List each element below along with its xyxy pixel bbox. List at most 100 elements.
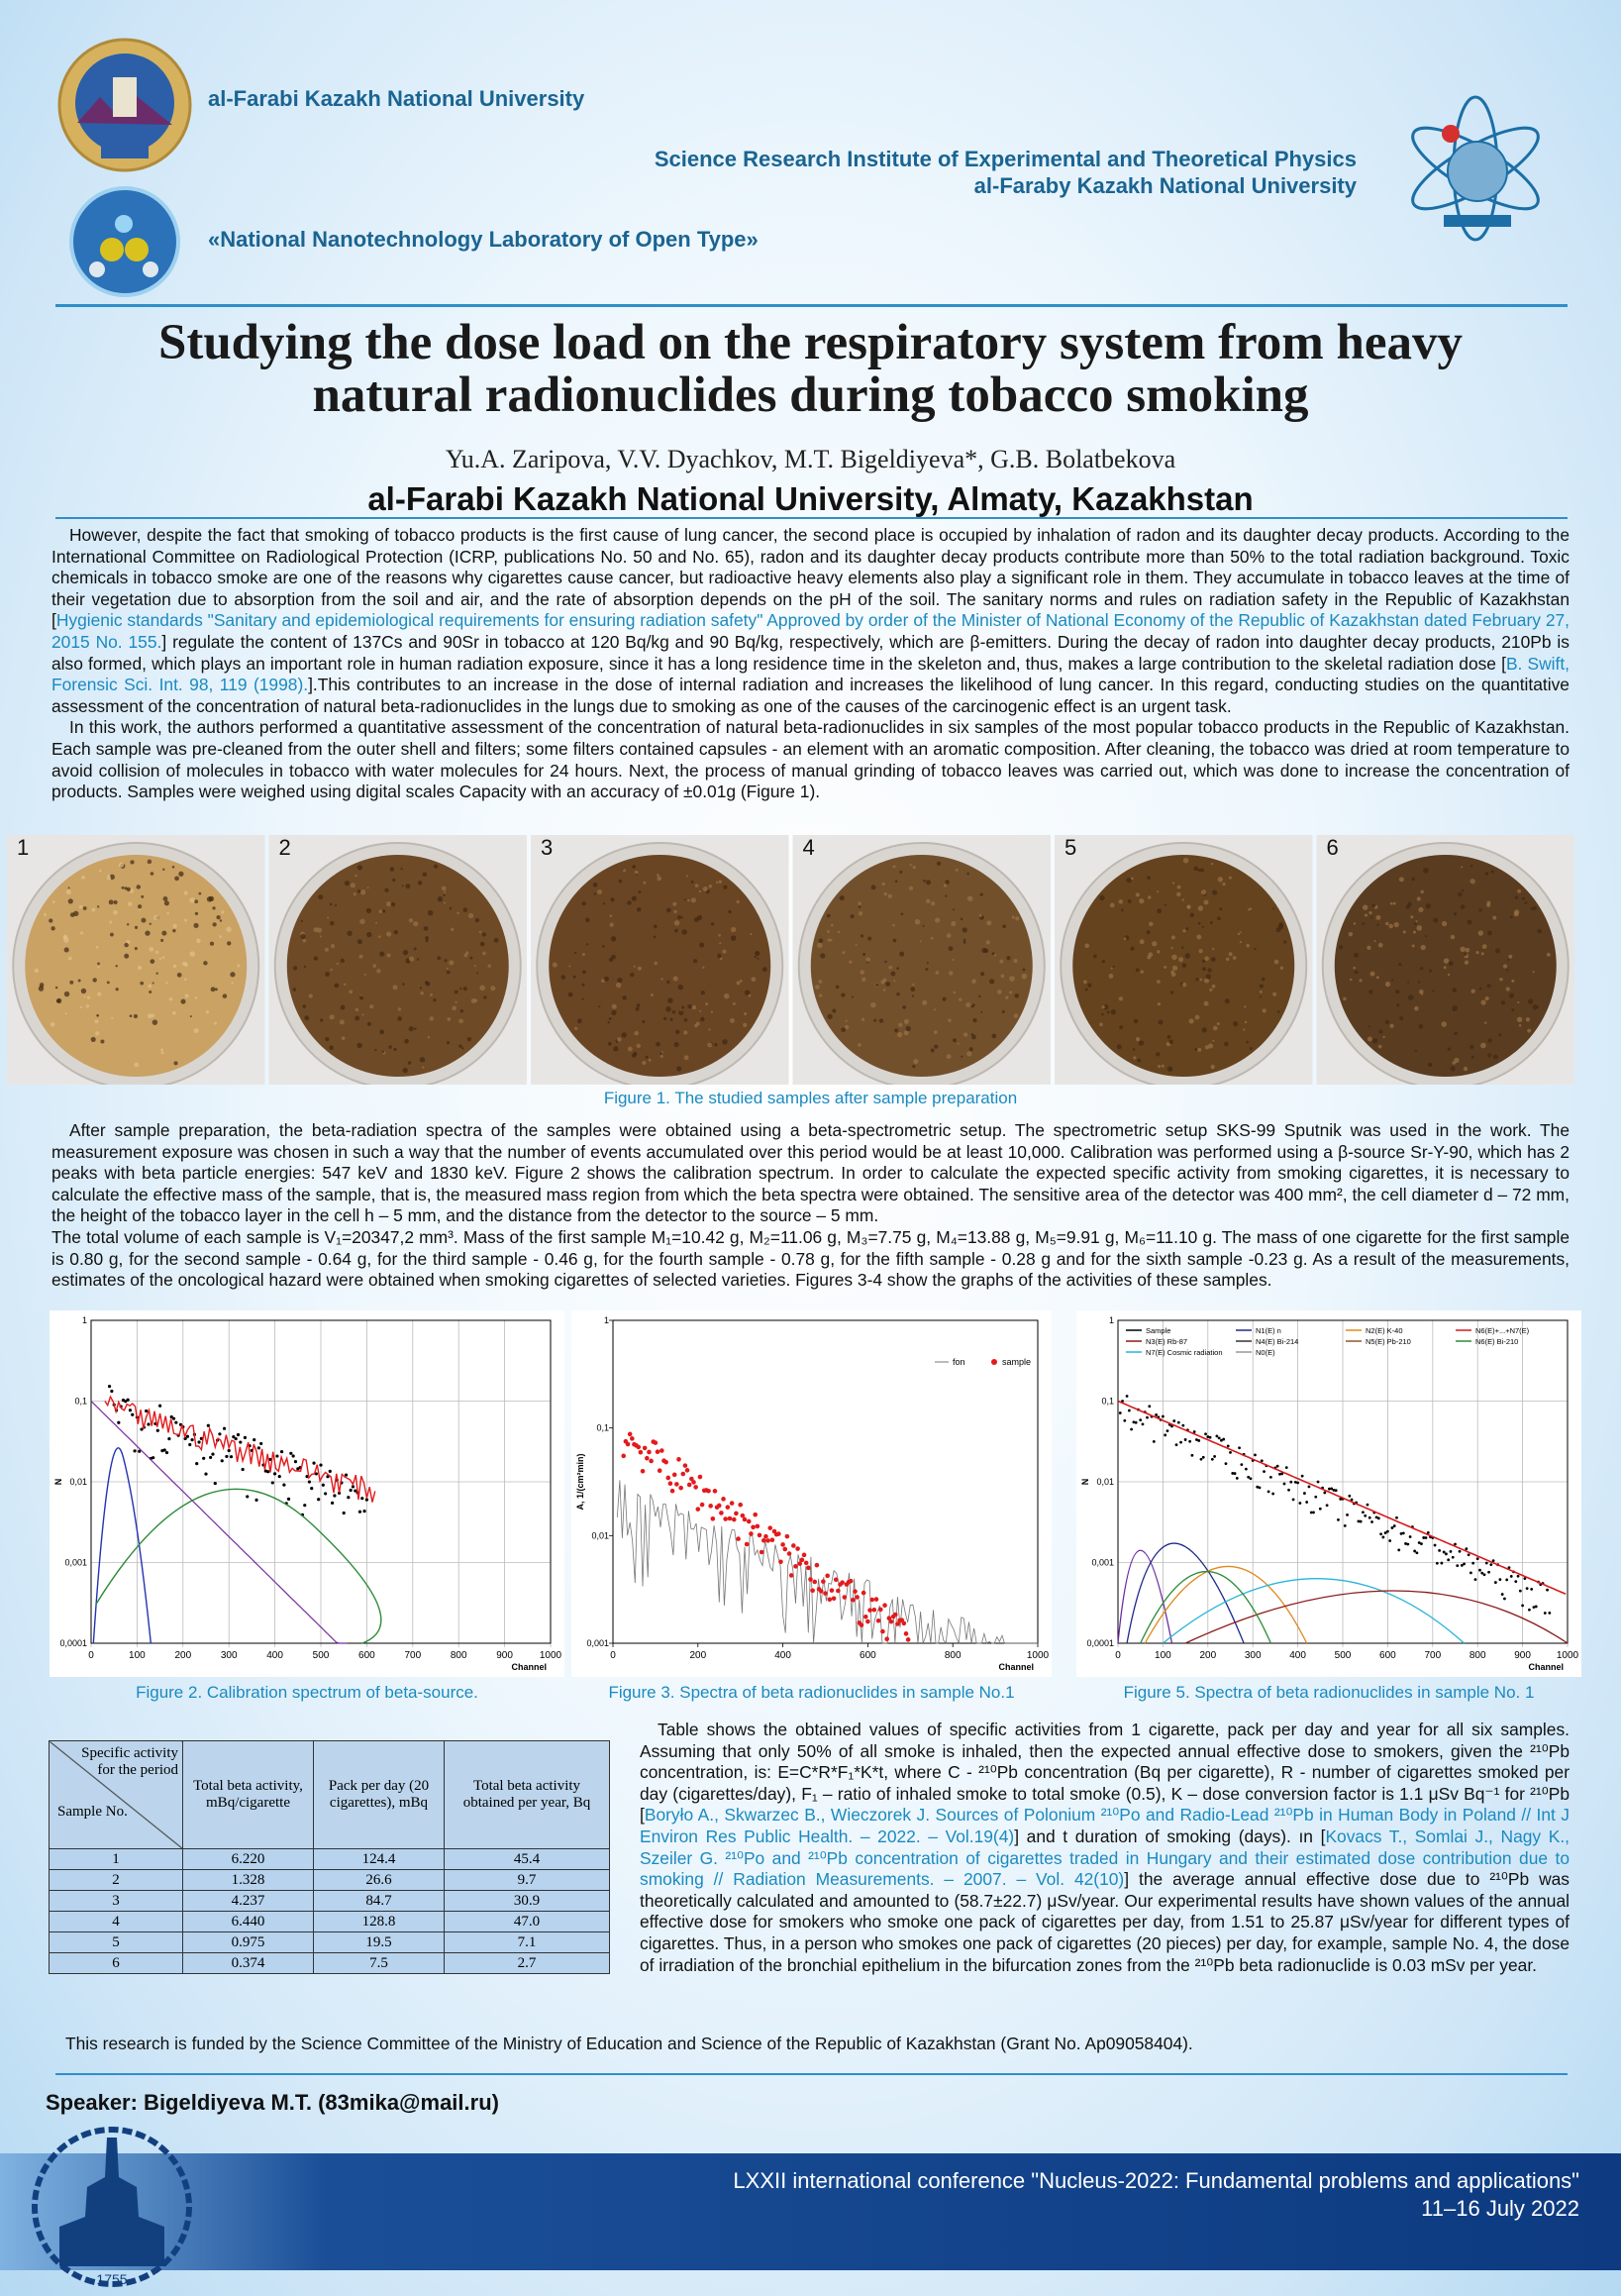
spectrum-point: [268, 1457, 272, 1462]
texture: [896, 991, 900, 996]
spectrum-point: [667, 1481, 673, 1487]
texture: [989, 979, 995, 985]
corner-bottom: Sample No.: [57, 1804, 128, 1820]
spectrum-point: [319, 1463, 323, 1467]
texture: [1537, 928, 1542, 934]
reference-link[interactable]: B. Swift, Forensic Sci. Int. 98, 119 (19…: [51, 653, 1570, 695]
spectrum-point: [767, 1525, 773, 1530]
spectrum-point: [1330, 1487, 1334, 1491]
texture: [691, 1004, 697, 1010]
spectrum-point: [1247, 1475, 1251, 1479]
spectrum-point: [1208, 1435, 1212, 1439]
texture: [422, 872, 428, 878]
table-row: 3 4.237 84.7 30.9: [49, 1890, 610, 1912]
spectrum-point: [1170, 1424, 1173, 1428]
texture: [1244, 1020, 1248, 1024]
texture: [750, 933, 753, 936]
texture: [124, 953, 130, 959]
photo-label: 3: [541, 835, 553, 860]
texture: [237, 964, 241, 968]
texture: [38, 986, 45, 991]
texture: [1411, 877, 1415, 882]
texture: [193, 922, 199, 929]
spectrum-point: [862, 1614, 868, 1619]
spectrum-point: [169, 1414, 173, 1419]
texture: [183, 890, 188, 895]
texture: [560, 975, 566, 980]
spectrum-point: [808, 1577, 813, 1582]
texture: [672, 901, 677, 906]
spectrum-point: [1155, 1413, 1158, 1416]
text: ] regulate the content of 137Cs and 90Sr…: [51, 631, 1570, 674]
texture: [690, 880, 694, 884]
texture: [1158, 1065, 1162, 1069]
texture: [1207, 968, 1212, 973]
texture: [1513, 909, 1520, 915]
texture: [708, 885, 713, 888]
texture: [576, 1018, 582, 1024]
spectrum-point: [310, 1486, 314, 1491]
texture: [581, 997, 584, 1000]
texture: [182, 961, 187, 967]
texture: [330, 920, 335, 926]
texture: [49, 918, 53, 923]
spectrum-point: [853, 1589, 858, 1594]
texture: [214, 1021, 218, 1025]
texture: [743, 1022, 748, 1027]
fit-curve: [1117, 1400, 1567, 1596]
spectrum-point: [1222, 1437, 1226, 1441]
texture: [124, 942, 129, 948]
texture: [173, 1061, 178, 1066]
texture: [673, 1042, 679, 1048]
spectrum-point: [1224, 1462, 1228, 1466]
tobacco: [25, 855, 248, 1077]
spectrum-point: [755, 1523, 760, 1529]
texture: [980, 1010, 983, 1013]
spectrum-point: [716, 1503, 722, 1509]
spectrum-point: [793, 1564, 798, 1569]
reference-link[interactable]: Kovacs T., Somlai J., Nagy K., Szeiler G…: [640, 1826, 1570, 1890]
texture: [1132, 1048, 1136, 1051]
texture: [1469, 879, 1475, 885]
x-tick-label: 600: [1379, 1650, 1396, 1661]
spectrum-point: [1440, 1561, 1444, 1565]
texture: [404, 1038, 409, 1044]
texture: [109, 920, 113, 924]
spectrum-point: [676, 1457, 681, 1462]
texture: [618, 879, 623, 884]
texture: [1423, 868, 1429, 874]
texture: [687, 898, 690, 902]
paragraph: After sample preparation, the beta-radia…: [51, 1120, 1570, 1226]
spectrum-point: [241, 1467, 245, 1472]
legend-label: N6(E)+...+N7(E): [1475, 1326, 1530, 1335]
reference-link[interactable]: Hygienic standards "Sanitary and epidemi…: [51, 610, 1570, 652]
x-tick-label: 0: [610, 1650, 616, 1661]
legend-label: N6(E) Bi-210: [1475, 1337, 1518, 1346]
texture: [1369, 971, 1375, 977]
spectrum-point: [1374, 1515, 1378, 1519]
texture: [446, 1041, 451, 1045]
texture: [1210, 957, 1216, 962]
texture: [665, 1006, 671, 1012]
header-cell: Pack per day (20 cigarettes), mBq: [313, 1740, 445, 1849]
texture: [1348, 931, 1354, 937]
spectrum-point: [317, 1498, 321, 1502]
texture: [636, 906, 642, 912]
texture: [1228, 876, 1232, 880]
texture: [1194, 1014, 1200, 1020]
corner-cell: Specific activity for the period Sample …: [49, 1740, 183, 1849]
spectrum-point: [199, 1436, 203, 1440]
texture: [330, 944, 336, 949]
spectrum-point: [197, 1440, 201, 1444]
texture: [470, 997, 476, 1004]
texture: [115, 965, 118, 968]
table-cell: 2.7: [444, 1952, 610, 1974]
texture: [881, 882, 885, 887]
spectrum-point: [674, 1482, 679, 1487]
spectrum-point: [1546, 1588, 1549, 1592]
texture: [1110, 1009, 1116, 1015]
reference-link[interactable]: Boryło A., Skwarzec B., Wieczorek J. Sou…: [640, 1805, 1570, 1846]
texture: [919, 940, 922, 943]
texture: [648, 1058, 652, 1062]
spectrum-point: [1183, 1438, 1187, 1441]
